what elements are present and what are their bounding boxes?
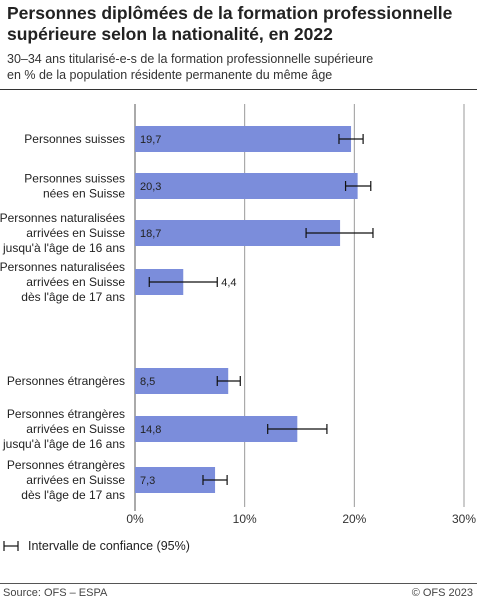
data-label: 20,3	[140, 181, 161, 193]
category-label-line: Personnes étrangères	[7, 407, 125, 421]
x-tick-label: 30%	[452, 512, 476, 526]
data-label: 7,3	[140, 475, 155, 487]
category-label-line: Personnes suisses	[24, 172, 125, 186]
data-label: 14,8	[140, 424, 161, 436]
category-label-line: arrivées en Suisse	[26, 226, 125, 240]
x-tick-label: 0%	[126, 512, 144, 526]
category-label: Personnes suisses	[24, 132, 125, 146]
category-label: Personnes étrangères arrivées en Suisse ju…	[2, 407, 125, 451]
category-label: Personnes naturalisées arrivées en Suisse…	[0, 260, 125, 304]
category-label-line: Personnes suisses	[24, 132, 125, 146]
chart-subtitle: 30–34 ans titularisé-e-s de la formation…	[7, 51, 472, 83]
x-tick-label: 20%	[342, 512, 366, 526]
category-label-line: jusqu'à l'âge de 16 ans	[2, 437, 125, 451]
category-label-line: arrivées en Suisse	[26, 473, 125, 487]
category-label-line: arrivées en Suisse	[26, 422, 125, 436]
bar	[135, 368, 229, 394]
category-label: Personnes suisses nées en Suisse	[24, 172, 125, 201]
category-label: Personnes étrangères arrivées en Suisse dè…	[7, 458, 125, 502]
subtitle-line-2: en % de la population résidente permanen…	[7, 68, 333, 82]
category-label-line: jusqu'à l'âge de 16 ans	[2, 241, 125, 255]
category-label-line: dès l'âge de 17 ans	[21, 290, 125, 304]
source-text: Source: OFS – ESPA	[3, 587, 108, 599]
category-label-line: arrivées en Suisse	[26, 275, 125, 289]
data-label: 8,5	[140, 376, 155, 388]
category-label-line: Personnes étrangères	[7, 458, 125, 472]
category-label-line: Personnes étrangères	[7, 374, 125, 388]
category-label: Personnes naturalisées arrivées en Suisse…	[0, 211, 125, 255]
data-label: 4,4	[221, 277, 236, 289]
category-label-line: Personnes naturalisées	[0, 260, 125, 274]
chart-title: Personnes diplômées de la formation prof…	[7, 3, 453, 44]
subtitle-line-1: 30–34 ans titularisé-e-s de la formation…	[7, 52, 374, 66]
bar	[135, 467, 216, 493]
bar	[135, 173, 358, 199]
category-label: Personnes étrangères	[7, 374, 125, 388]
bar	[135, 126, 352, 152]
data-label: 18,7	[140, 228, 161, 240]
category-label-line: nées en Suisse	[43, 187, 125, 201]
data-label: 19,7	[140, 134, 161, 146]
category-label-line: dès l'âge de 17 ans	[21, 488, 125, 502]
footer-separator	[0, 583, 477, 584]
copyright-text: © OFS 2023	[411, 587, 473, 599]
error-bar-icon	[3, 541, 19, 551]
legend-label: Intervalle de confiance (95%)	[28, 539, 190, 553]
x-tick-label: 10%	[233, 512, 257, 526]
header-separator	[0, 89, 477, 90]
category-label-line: Personnes naturalisées	[0, 211, 125, 225]
